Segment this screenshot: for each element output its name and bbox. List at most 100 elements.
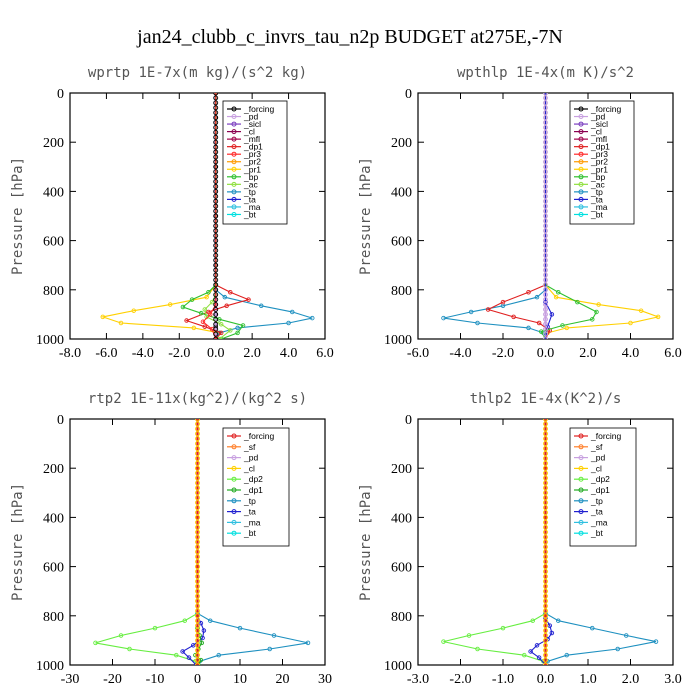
y-tick-label: 0	[405, 413, 412, 428]
data-point	[549, 312, 555, 317]
legend-label: _ta	[590, 194, 603, 204]
legend-box	[222, 427, 290, 547]
data-point	[543, 583, 548, 589]
data-point	[543, 623, 548, 629]
data-point	[543, 134, 548, 140]
data-point	[216, 652, 221, 658]
legend-label: _ta	[243, 507, 256, 517]
legend-box	[222, 100, 288, 225]
data-point	[271, 633, 277, 638]
legend-marker	[578, 189, 584, 195]
data-point	[543, 500, 548, 506]
series-group	[441, 419, 659, 665]
data-point	[543, 174, 548, 180]
data-point	[195, 490, 200, 496]
x-tick-label: 2.0	[243, 346, 261, 361]
x-tick-label: 4.0	[622, 346, 640, 361]
data-point	[195, 419, 200, 422]
legend-marker	[231, 211, 237, 217]
x-tick-label: 3.0	[664, 672, 682, 687]
data-point	[213, 203, 219, 209]
legend-marker	[578, 151, 584, 157]
x-tick-label: 2.0	[622, 672, 640, 687]
legend-label: _cl	[590, 127, 602, 137]
data-point	[195, 662, 200, 665]
data-point	[213, 277, 219, 283]
legend-marker	[578, 129, 584, 135]
data-point	[543, 95, 548, 101]
data-point	[638, 308, 644, 313]
legend-marker	[578, 136, 584, 142]
data-point	[213, 321, 219, 327]
legend-marker	[231, 455, 237, 461]
data-point	[543, 446, 548, 451]
data-point	[195, 446, 200, 451]
data-point	[259, 303, 264, 309]
data-point	[543, 208, 548, 214]
data-point	[213, 184, 219, 189]
data-point	[195, 628, 200, 634]
data-point	[240, 323, 246, 328]
data-point	[213, 311, 219, 317]
legend-marker	[578, 121, 584, 127]
y-axis-label: Pressure [hPa]	[358, 483, 374, 601]
legend-label: _pd	[243, 453, 258, 463]
legend-marker	[578, 114, 584, 120]
data-point	[543, 262, 548, 268]
data-point	[202, 324, 208, 329]
data-point	[543, 316, 548, 322]
legend-marker	[578, 204, 584, 210]
data-point	[543, 598, 548, 604]
data-point	[213, 95, 219, 101]
y-tick-label: 1000	[384, 333, 412, 348]
legend-marker	[231, 151, 237, 157]
data-point	[213, 257, 219, 263]
data-point	[543, 267, 548, 273]
legend-label: _ac	[243, 179, 258, 189]
legend-marker	[578, 465, 584, 471]
data-point	[543, 578, 548, 584]
data-point	[182, 618, 187, 623]
legend-marker	[231, 136, 237, 142]
data-point	[195, 573, 200, 579]
data-point	[207, 618, 213, 623]
legend-label: _bt	[590, 528, 603, 538]
series-line-pr1	[544, 93, 661, 339]
data-point	[195, 657, 200, 663]
data-point	[543, 139, 548, 145]
data-point	[173, 652, 179, 658]
data-point	[543, 307, 548, 312]
data-point	[167, 302, 173, 307]
data-point	[543, 524, 548, 530]
data-point	[543, 436, 548, 442]
data-point	[213, 297, 219, 303]
data-point	[213, 139, 219, 145]
legend-label: _bt	[243, 209, 256, 219]
data-point	[543, 179, 548, 185]
data-point	[222, 294, 228, 300]
data-point	[100, 314, 106, 320]
x-tick-label: 1.0	[579, 672, 597, 687]
x-tick-label: -2.0	[168, 346, 190, 361]
legend-box	[569, 100, 635, 225]
data-point	[543, 233, 548, 239]
x-tick-label: -10	[146, 672, 165, 687]
data-point	[543, 203, 548, 209]
data-point	[590, 317, 595, 322]
data-point	[224, 303, 229, 309]
legend-marker	[231, 433, 237, 439]
data-point	[213, 292, 219, 298]
data-point	[543, 247, 548, 253]
data-point	[228, 328, 233, 333]
legend-marker	[578, 166, 584, 172]
data-point	[543, 480, 548, 486]
y-axis-label: Pressure [hPa]	[10, 483, 26, 601]
y-tick-label: 800	[43, 284, 64, 299]
data-point	[543, 647, 548, 653]
data-point	[543, 554, 548, 560]
legend-marker	[578, 211, 584, 217]
data-point	[543, 431, 548, 437]
data-point	[543, 628, 548, 634]
y-tick-label: 200	[43, 462, 64, 477]
